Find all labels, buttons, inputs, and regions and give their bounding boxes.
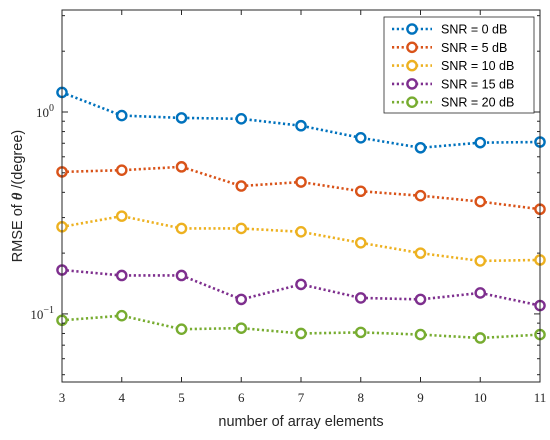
data-point (295, 119, 307, 132)
data-point (295, 176, 307, 188)
data-point (115, 164, 128, 176)
x-tick-label: 3 (59, 390, 66, 405)
data-point (175, 323, 188, 335)
legend-marker (406, 78, 418, 90)
data-point (295, 327, 307, 340)
data-point (115, 109, 128, 122)
legend-marker (406, 96, 418, 108)
data-point (354, 185, 367, 198)
legend-entry-label: SNR = 5 dB (441, 41, 507, 55)
y-axis-label: RMSE of θ /(degree) (10, 130, 26, 262)
data-point (414, 328, 427, 341)
data-point (235, 113, 248, 125)
y-axis-label-prefix: RMSE of (10, 200, 26, 262)
data-point (295, 278, 307, 291)
data-point (414, 293, 427, 306)
data-point (474, 287, 487, 299)
data-point (235, 293, 248, 306)
x-tick-label: 6 (238, 390, 245, 405)
x-tick-label: 10 (474, 390, 487, 405)
x-tick-label: 5 (178, 390, 185, 405)
legend-entry-label: SNR = 10 dB (441, 59, 514, 73)
series-line (61, 91, 541, 150)
x-axis-ticks: 3 4 5 6 7 8 9 10 11 (59, 10, 547, 405)
data-point (354, 236, 367, 249)
y-tick-label: 10−1 (30, 305, 54, 322)
data-point (414, 141, 427, 154)
data-point (474, 332, 487, 344)
x-tick-label: 4 (119, 390, 126, 405)
legend-entry-label: SNR = 0 dB (441, 23, 507, 37)
data-point (414, 189, 427, 202)
legend-entry-label: SNR = 20 dB (441, 96, 514, 110)
data-point (295, 226, 307, 238)
data-point (474, 136, 487, 149)
data-point (115, 210, 128, 222)
y-axis-label-suffix: /(degree) (10, 130, 26, 193)
data-point (354, 292, 367, 304)
x-axis-label: number of array elements (218, 414, 383, 430)
data-point (175, 161, 188, 173)
data-point (175, 269, 188, 282)
data-point (175, 222, 188, 235)
data-point (414, 247, 427, 259)
data-point (115, 309, 128, 322)
x-tick-label: 9 (417, 390, 424, 405)
legend-marker (406, 41, 418, 54)
data-point (474, 195, 487, 208)
data-point (235, 180, 248, 192)
data-point (175, 112, 188, 124)
x-tick-label: 8 (358, 390, 365, 405)
legend-marker (406, 23, 418, 35)
data-point (354, 132, 367, 144)
series-layer (56, 86, 546, 344)
legend-marker (406, 59, 418, 72)
x-tick-label: 7 (298, 390, 305, 405)
y-tick-label-base: 10 (36, 105, 49, 120)
y-tick-label-exponent: −1 (43, 305, 54, 316)
y-tick-label-exponent: 0 (49, 103, 54, 114)
series-group (56, 264, 546, 312)
data-point (235, 322, 248, 334)
x-tick-label: 11 (534, 390, 547, 405)
data-point (235, 222, 248, 235)
data-point (115, 269, 128, 282)
y-tick-label: 100 (36, 103, 54, 120)
y-axis-label-symbol: θ (10, 192, 26, 200)
data-point (354, 326, 367, 339)
legend: SNR = 0 dB SNR = 5 dB SNR = 10 dB SNR = 15 … (383, 16, 535, 114)
y-tick-label-base: 10 (30, 307, 43, 322)
legend-entry-label: SNR = 15 dB (441, 77, 514, 91)
data-point (474, 255, 487, 267)
